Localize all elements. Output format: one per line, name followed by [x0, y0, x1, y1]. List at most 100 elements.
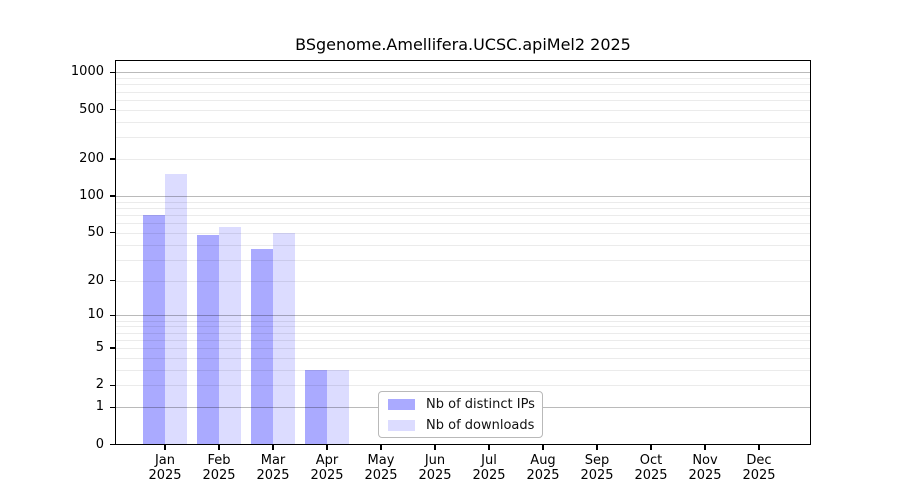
x-tick-month: Nov	[692, 453, 718, 468]
bars-layer	[115, 60, 811, 445]
y-tick-mark	[110, 384, 115, 386]
legend-label: Nb of downloads	[426, 417, 535, 433]
x-tick-month: Aug	[530, 453, 556, 468]
bar	[251, 248, 273, 445]
legend: Nb of distinct IPs Nb of downloads	[378, 391, 543, 438]
y-tick-label: 2	[95, 377, 104, 393]
y-tick-label: 500	[79, 101, 104, 117]
y-tick-label: 0	[95, 436, 104, 452]
x-tick-year: 2025	[148, 468, 182, 483]
x-tick-label: Aug 2025	[511, 453, 575, 483]
gridline-minor	[115, 244, 811, 246]
y-tick-label: 20	[87, 272, 104, 288]
x-tick-label: Sep 2025	[565, 453, 629, 483]
x-tick-month: Dec	[746, 453, 772, 468]
y-tick-label: 1	[95, 399, 104, 415]
x-tick-year: 2025	[688, 468, 722, 483]
y-tick-mark	[110, 279, 115, 282]
bar	[327, 369, 349, 445]
bar	[143, 214, 165, 445]
gridline-minor	[115, 280, 811, 282]
x-tick-month: May	[367, 453, 395, 468]
x-tick-month: Jul	[481, 453, 497, 468]
x-tick-year: 2025	[580, 468, 614, 483]
x-tick-mark	[434, 445, 436, 450]
x-tick-mark	[704, 445, 706, 450]
x-tick-month: Apr	[315, 453, 339, 468]
gridline-minor	[115, 326, 811, 328]
y-tick-mark	[110, 195, 115, 197]
y-tick-mark	[110, 71, 115, 74]
x-tick-label: Jun 2025	[403, 453, 467, 483]
y-tick-mark	[110, 314, 115, 316]
gridline-minor	[115, 137, 811, 139]
x-tick-mark	[218, 445, 220, 450]
gridline-minor	[115, 232, 811, 234]
x-tick-mark	[542, 445, 544, 450]
gridline-minor	[115, 201, 811, 203]
plot-area	[115, 60, 811, 445]
gridline-minor	[115, 259, 811, 261]
x-tick-mark	[488, 445, 490, 450]
gridline-major	[115, 195, 811, 197]
x-tick-mark	[380, 445, 382, 450]
x-tick-label: Jan 2025	[133, 453, 197, 483]
x-tick-month: Oct	[639, 453, 663, 468]
gridline-minor	[115, 78, 811, 80]
x-tick-year: 2025	[634, 468, 668, 483]
gridline-minor	[115, 158, 811, 160]
x-tick-year: 2025	[472, 468, 506, 483]
legend-label: Nb of distinct IPs	[426, 396, 535, 412]
gridline-minor	[115, 339, 811, 341]
gridline-minor	[115, 91, 811, 93]
x-tick-month: Jun	[424, 453, 446, 468]
x-tick-year: 2025	[364, 468, 398, 483]
chart-title: BSgenome.Amellifera.UCSC.apiMel2 2025	[295, 35, 631, 54]
gridline-minor	[115, 84, 811, 86]
x-tick-mark	[164, 445, 166, 450]
bar	[165, 174, 187, 445]
x-tick-mark	[650, 445, 652, 450]
gridline-minor	[115, 348, 811, 349]
x-tick-year: 2025	[256, 468, 290, 483]
x-tick-year: 2025	[742, 468, 776, 483]
gridline-minor	[115, 369, 811, 371]
x-tick-label: Mar 2025	[241, 453, 305, 483]
legend-item: Nb of downloads	[388, 417, 535, 433]
y-tick-mark	[110, 406, 115, 408]
x-tick-year: 2025	[310, 468, 344, 483]
gridline-minor	[115, 121, 811, 123]
y-tick-label: 200	[79, 150, 104, 166]
x-tick-mark	[272, 445, 274, 450]
x-tick-label: Dec 2025	[727, 453, 791, 483]
gridline-major	[115, 315, 811, 317]
y-tick-mark	[110, 443, 115, 446]
x-tick-year: 2025	[418, 468, 452, 483]
gridline-minor	[115, 99, 811, 101]
x-tick-mark	[596, 445, 598, 450]
y-tick-mark	[110, 232, 115, 234]
y-tick-mark	[110, 158, 115, 160]
bar	[273, 232, 295, 445]
x-tick-year: 2025	[526, 468, 560, 483]
x-tick-label: Apr 2025	[295, 453, 359, 483]
y-tick-label: 10	[87, 307, 104, 323]
x-tick-label: Nov 2025	[673, 453, 737, 483]
legend-item: Nb of distinct IPs	[388, 396, 535, 412]
x-tick-mark	[326, 445, 328, 450]
x-tick-label: May 2025	[349, 453, 413, 483]
x-tick-label: Oct 2025	[619, 453, 683, 483]
gridline-minor	[115, 109, 811, 111]
gridline-minor	[115, 357, 811, 359]
x-tick-year: 2025	[202, 468, 236, 483]
gridline-major	[115, 72, 811, 74]
bar	[219, 226, 241, 445]
x-tick-label: Feb 2025	[187, 453, 251, 483]
y-tick-label: 50	[87, 224, 104, 240]
gridline-minor	[115, 332, 811, 334]
gridline-minor	[115, 207, 811, 209]
y-tick-mark	[110, 347, 115, 349]
gridline-minor	[115, 223, 811, 225]
x-tick-label: Jul 2025	[457, 453, 521, 483]
